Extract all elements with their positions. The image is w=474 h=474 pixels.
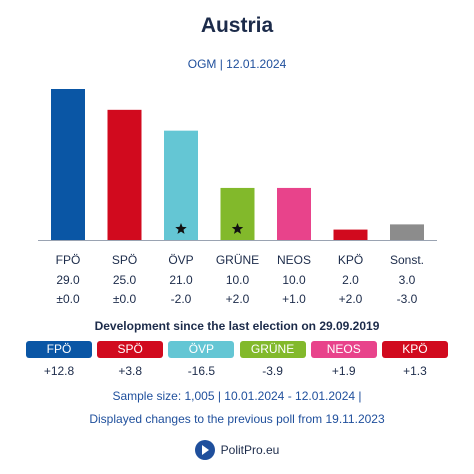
value-label-2: 21.0 [169, 273, 193, 287]
development-item-2: ÖVP -16.5 [168, 341, 235, 378]
development-badge-0: FPÖ [26, 341, 92, 358]
value-label-6: 3.0 [399, 273, 416, 287]
star-icon-2 [175, 223, 187, 234]
change-label-6: -3.0 [397, 292, 418, 306]
development-item-0: FPÖ +12.8 [26, 341, 92, 378]
brand[interactable]: PolitPro.eu [0, 440, 474, 460]
development-item-3: GRÜNE -3.9 [239, 341, 306, 378]
chart-subtitle: OGM | 12.01.2024 [187, 57, 287, 71]
development-title: Development since the last election on 2… [94, 319, 380, 333]
development-value-3: -3.9 [262, 364, 283, 378]
development-value-2: -16.5 [187, 364, 216, 378]
development-badge-3: GRÜNE [239, 341, 306, 358]
category-label-1: SPÖ [112, 253, 137, 267]
development-item-1: SPÖ +3.8 [97, 341, 164, 378]
category-label-6: Sonst. [390, 253, 424, 267]
category-label-2: ÖVP [168, 253, 193, 267]
value-label-0: 29.0 [56, 273, 80, 287]
development-badge-4: NEOS [310, 341, 377, 358]
change-label-4: +1.0 [282, 292, 306, 306]
changes-note-text: Displayed changes to the previous poll f… [89, 412, 385, 426]
value-label-3: 10.0 [226, 273, 250, 287]
brand-name: PolitPro.eu [220, 443, 280, 457]
value-label-4: 10.0 [282, 273, 306, 287]
bar-3 [220, 187, 255, 240]
change-label-3: +2.0 [226, 292, 250, 306]
bar-1 [107, 109, 142, 241]
change-label-5: +2.0 [339, 292, 363, 306]
bar-6 [390, 224, 424, 240]
development-badge-5: KPÖ [381, 341, 448, 358]
development-row: FPÖ +12.8 SPÖ +3.8 ÖVP -16.5 GRÜNE -3.9 NEOS +1.9… [26, 341, 448, 378]
development-value-4: +1.9 [331, 364, 356, 378]
change-label-2: -2.0 [171, 292, 192, 306]
development-value-0: +12.8 [43, 364, 75, 378]
bar-5 [333, 229, 368, 240]
category-label-3: GRÜNE [216, 253, 259, 267]
bar-2 [164, 130, 198, 240]
change-label-1: ±0.0 [113, 292, 137, 306]
development-item-4: NEOS +1.9 [310, 341, 377, 378]
value-label-1: 25.0 [113, 273, 137, 287]
chart-title: Austria [200, 14, 274, 37]
bar-0 [51, 89, 85, 240]
development-item-5: KPÖ +1.3 [381, 341, 448, 378]
value-label-5: 2.0 [342, 273, 359, 287]
development-badge-2: ÖVP [168, 341, 235, 358]
category-label-0: FPÖ [56, 253, 81, 267]
development-value-1: +3.8 [118, 364, 143, 378]
bar-chart: FPÖ 29.0 ±0.0 SPÖ 25.0 ±0.0 ÖVP 21.0 -2.0 GRÜNE 10… [38, 89, 437, 306]
bar-4 [277, 187, 311, 240]
development-badge-1: SPÖ [97, 341, 164, 358]
politpro-logo-icon [194, 440, 215, 460]
category-label-4: NEOS [277, 253, 311, 267]
sample-size-text: Sample size: 1,005 | 10.01.2024 - 12.01.… [112, 389, 362, 403]
development-value-5: +1.3 [403, 364, 427, 378]
category-label-5: KPÖ [338, 253, 363, 267]
star-icon-3 [231, 223, 244, 234]
change-label-0: ±0.0 [56, 292, 80, 306]
